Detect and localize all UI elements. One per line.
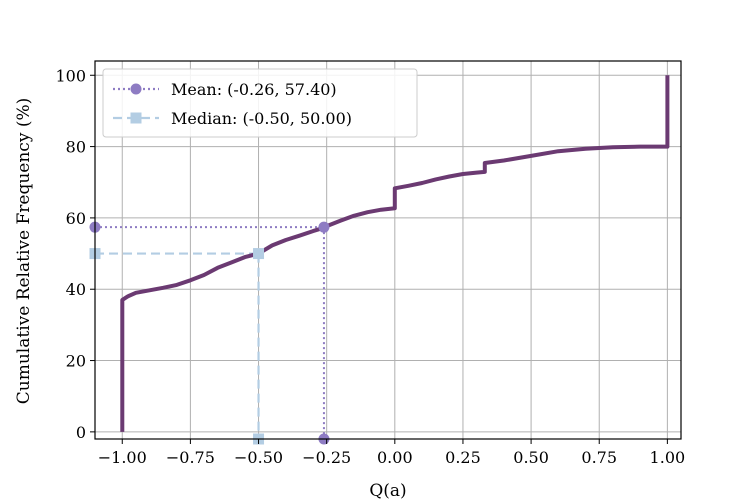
median-point [253, 248, 265, 260]
x-axis-label: Q(a) [369, 481, 406, 501]
legend-box [102, 68, 418, 138]
x-tick-label: 0.00 [377, 448, 413, 467]
y-tick-label: 40 [66, 280, 86, 299]
legend-mean-label: Mean: (-0.26, 57.40) [171, 80, 337, 99]
legend-mean-marker [130, 83, 142, 95]
x-tick-label: 0.75 [581, 448, 617, 467]
legend-median-label: Median: (-0.50, 50.00) [171, 109, 352, 128]
reference-lines [95, 226, 325, 439]
x-tick-label: 0.25 [445, 448, 481, 467]
y-tick-label: 0 [76, 423, 86, 442]
cdf-line [120, 75, 670, 432]
x-tick-label: 0.50 [513, 448, 549, 467]
plot-frame [94, 60, 682, 440]
x-tick-label: −0.75 [166, 448, 215, 467]
x-tick-label: −1.00 [98, 448, 147, 467]
legend-median-marker [130, 112, 142, 124]
y-tick-label: 20 [66, 352, 86, 371]
series-layer [120, 75, 670, 432]
legend: Mean: (-0.26, 57.40) Median: (-0.50, 50.0… [102, 68, 418, 138]
y-axis-label: Cumulative Relative Frequency (%) [14, 98, 34, 404]
marker-layer [89, 221, 330, 445]
mean-point [318, 221, 330, 233]
grid-lines [95, 61, 681, 439]
x-tick-label: −0.25 [302, 448, 351, 467]
y-tick-label: 80 [66, 138, 86, 157]
y-tick-label: 60 [66, 209, 86, 228]
x-tick-label: 1.00 [650, 448, 686, 467]
y-tick-label: 100 [55, 66, 86, 85]
axis-ticks: −1.00 −0.75 −0.50 −0.25 0.00 0.25 0.50 0.75 1.00… [55, 66, 685, 467]
x-tick-label: −0.50 [234, 448, 283, 467]
